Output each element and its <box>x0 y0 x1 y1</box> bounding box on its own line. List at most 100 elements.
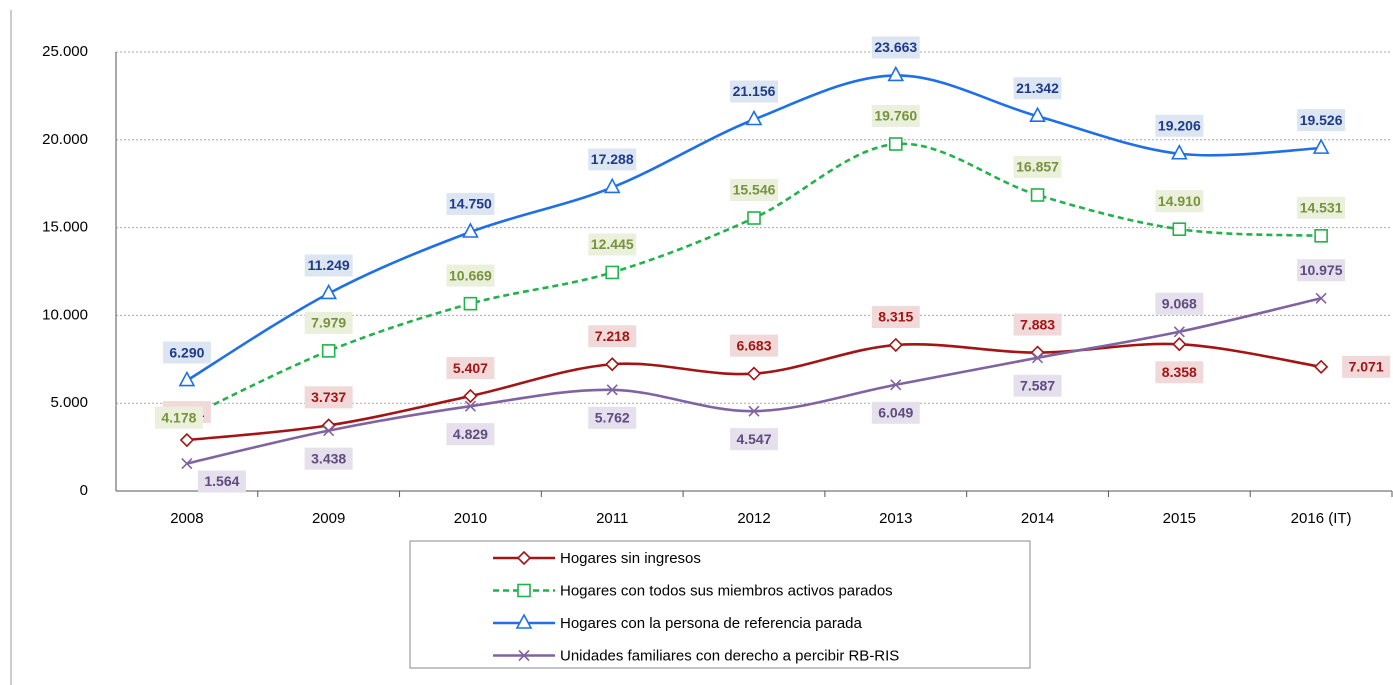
marker <box>605 357 620 372</box>
value-label: 4.829 <box>453 426 488 442</box>
marker <box>1172 222 1187 236</box>
marker <box>462 222 479 238</box>
value-label-bg <box>1297 109 1346 132</box>
legend-marker <box>516 550 532 566</box>
value-label: 7.883 <box>1020 316 1055 332</box>
marker <box>746 366 762 381</box>
marker <box>747 211 761 225</box>
value-label: 10.669 <box>449 267 492 283</box>
marker <box>748 405 760 417</box>
marker <box>179 432 195 448</box>
x-tick-label: 2014 <box>1021 510 1054 527</box>
y-tick-label: 20.000 <box>42 131 88 148</box>
value-label: 14.750 <box>449 196 492 212</box>
marker <box>1315 292 1327 304</box>
y-tick-label: 10.000 <box>42 306 88 323</box>
value-label-bg <box>1297 196 1346 219</box>
value-label: 19.206 <box>1158 117 1201 133</box>
legend-marker <box>517 583 531 598</box>
value-label-bg <box>162 341 211 364</box>
legend-label: Hogares sin ingresos <box>560 550 701 567</box>
value-label-bg <box>446 357 495 380</box>
marker <box>605 265 620 280</box>
legend-box <box>409 540 1031 669</box>
legend-label: Hogares con todos sus miembros activos p… <box>560 582 893 599</box>
y-tick-label: 25.000 <box>42 43 88 60</box>
marker <box>887 65 905 82</box>
value-label: 10.975 <box>1300 262 1343 278</box>
x-tick-label: 2015 <box>1163 510 1196 527</box>
x-tick-label: 2008 <box>170 510 203 527</box>
value-label-bg <box>1155 190 1204 213</box>
value-label: 12.445 <box>591 236 634 252</box>
x-tick-label: 2011 <box>596 510 628 527</box>
value-label-bg <box>154 406 203 429</box>
value-label-bg <box>1155 361 1204 384</box>
value-label: 6.683 <box>736 337 771 353</box>
marker <box>178 370 196 387</box>
value-label: 3.737 <box>311 389 346 405</box>
value-label: 5.407 <box>453 360 488 376</box>
y-tick-label: 15.000 <box>42 219 88 236</box>
marker <box>1173 326 1185 338</box>
value-label: 14.531 <box>1300 200 1343 216</box>
value-label: 8.358 <box>1162 364 1197 380</box>
legend-marker <box>518 649 530 662</box>
value-label: 9.068 <box>1162 295 1197 311</box>
marker <box>1172 337 1187 352</box>
value-label-bg <box>197 470 246 493</box>
marker <box>1170 144 1188 160</box>
marker <box>463 296 478 311</box>
marker <box>321 344 336 358</box>
value-label: 8.315 <box>878 309 913 325</box>
value-label: 16.857 <box>1016 159 1059 175</box>
marker <box>1314 229 1328 243</box>
value-label-bg <box>1342 355 1391 378</box>
marker <box>463 388 478 404</box>
value-label-bg <box>730 334 778 357</box>
value-label-bg <box>1297 259 1346 282</box>
value-label: 21.342 <box>1016 80 1059 96</box>
value-label: 7.218 <box>595 328 630 344</box>
value-label: 14.910 <box>1158 193 1201 209</box>
value-label: 1.564 <box>204 473 239 489</box>
marker <box>888 337 903 353</box>
value-label: 19.526 <box>1300 112 1343 128</box>
value-label: 11.249 <box>308 257 350 273</box>
x-tick-label: 2010 <box>454 510 487 527</box>
value-label: 4.547 <box>736 431 771 447</box>
legend-label: Hogares con la persona de referencia par… <box>560 615 863 632</box>
value-label-bg <box>446 423 495 446</box>
value-label-bg <box>730 80 778 103</box>
value-label-bg <box>446 264 495 287</box>
marker <box>323 425 335 437</box>
marker <box>464 400 477 412</box>
value-label: 7.979 <box>311 315 346 331</box>
marker <box>1031 352 1044 364</box>
marker <box>890 379 902 391</box>
marker <box>181 457 193 470</box>
value-label-bg <box>304 447 353 470</box>
value-label-bg <box>1013 374 1062 397</box>
value-label: 15.546 <box>733 182 776 198</box>
value-label-bg <box>1013 155 1062 178</box>
value-label: 6.290 <box>169 344 204 360</box>
x-tick-label: 2016 (IT) <box>1291 510 1352 527</box>
value-label-bg <box>871 305 920 328</box>
value-label: 23.663 <box>874 39 917 55</box>
y-tick-label: 0 <box>80 482 88 499</box>
legend-marker <box>515 613 533 629</box>
value-label-bg <box>304 254 353 277</box>
value-label: 7.071 <box>1349 359 1384 375</box>
marker <box>603 177 621 194</box>
marker <box>1313 359 1329 374</box>
value-label-bg <box>588 233 637 256</box>
value-label-bg <box>1013 313 1062 336</box>
value-label-bg <box>1013 77 1062 100</box>
value-label-bg <box>1155 292 1204 315</box>
value-label: 6.049 <box>878 404 913 420</box>
value-label: 19.760 <box>874 108 917 124</box>
marker <box>888 137 903 151</box>
x-tick-label: 2012 <box>737 510 770 527</box>
